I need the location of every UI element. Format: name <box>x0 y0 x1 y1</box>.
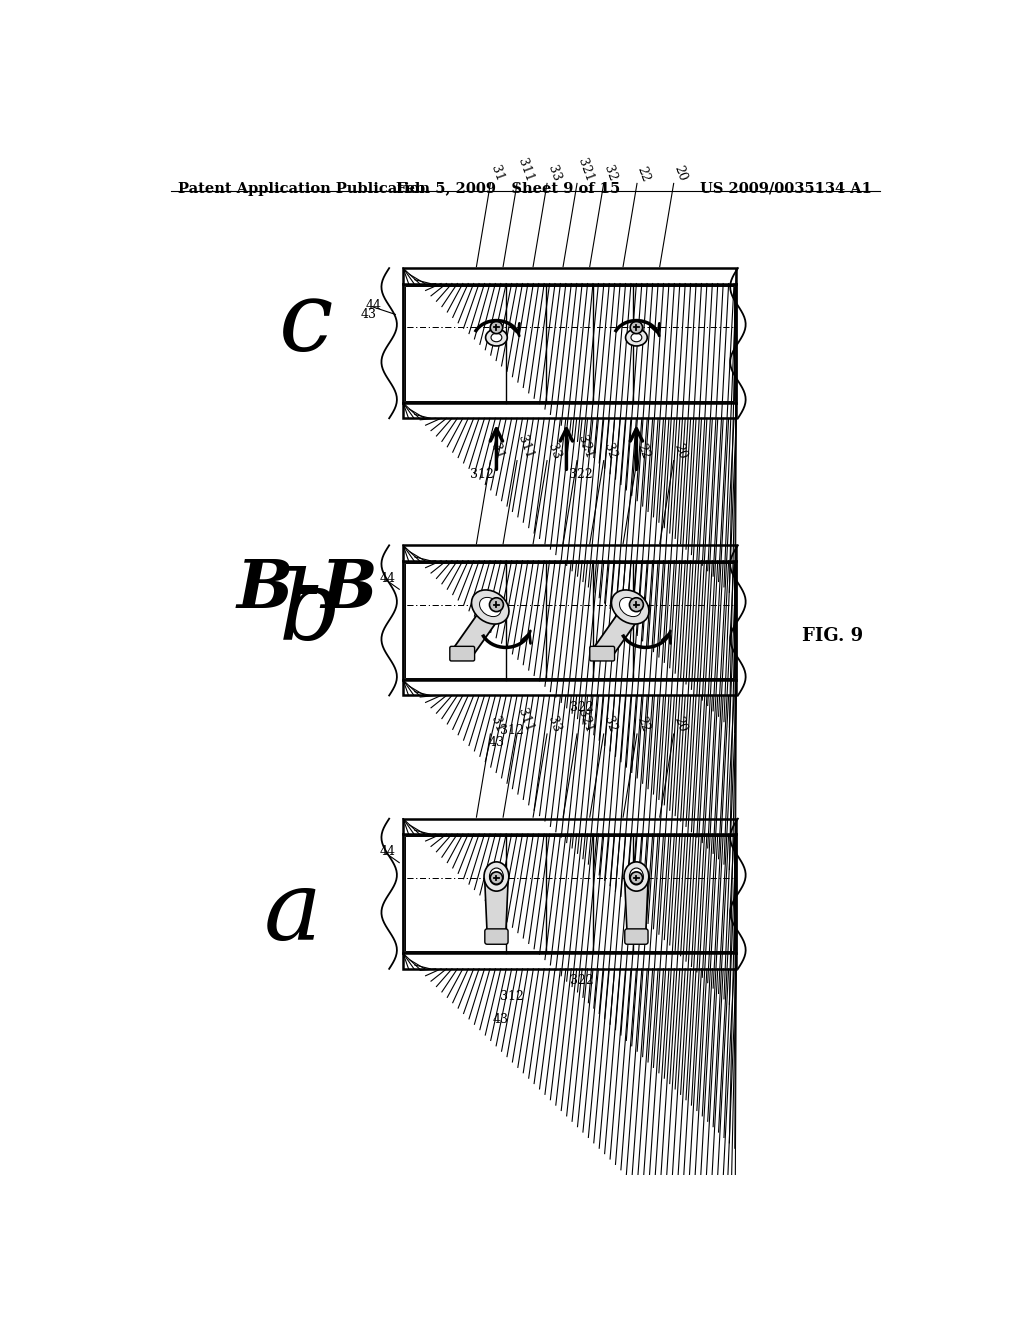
Text: 322: 322 <box>568 469 593 482</box>
Text: 22: 22 <box>635 164 652 183</box>
Text: 44: 44 <box>380 845 396 858</box>
Text: 311: 311 <box>515 708 536 734</box>
Text: 322: 322 <box>570 974 594 987</box>
Text: 321: 321 <box>574 157 595 183</box>
Polygon shape <box>484 882 508 935</box>
Text: 32: 32 <box>601 441 620 461</box>
Bar <box>403 545 736 561</box>
Text: 33: 33 <box>545 714 562 734</box>
Text: 44: 44 <box>380 572 396 585</box>
Bar <box>403 818 736 834</box>
Ellipse shape <box>492 333 502 342</box>
Text: 20: 20 <box>672 714 689 734</box>
Text: 321: 321 <box>574 708 595 734</box>
Bar <box>406 564 734 677</box>
Ellipse shape <box>624 862 649 891</box>
FancyBboxPatch shape <box>450 647 474 661</box>
Ellipse shape <box>631 333 642 342</box>
Text: 22: 22 <box>635 714 652 734</box>
Text: 43: 43 <box>360 309 377 321</box>
Ellipse shape <box>626 329 647 346</box>
Bar <box>403 403 736 418</box>
Text: 33: 33 <box>545 441 562 461</box>
Bar <box>406 837 734 952</box>
Text: 32: 32 <box>601 714 620 734</box>
Circle shape <box>630 321 643 334</box>
Bar <box>403 953 736 969</box>
Text: b: b <box>280 566 341 660</box>
Bar <box>403 561 736 680</box>
Text: 20: 20 <box>672 164 689 183</box>
Text: 43: 43 <box>493 1012 509 1026</box>
Ellipse shape <box>611 590 649 624</box>
Text: 22: 22 <box>635 441 652 461</box>
Ellipse shape <box>479 598 501 616</box>
Text: US 2009/0035134 A1: US 2009/0035134 A1 <box>700 182 872 195</box>
Bar <box>403 284 736 403</box>
Circle shape <box>630 598 643 611</box>
Circle shape <box>630 873 643 884</box>
Text: 43: 43 <box>488 735 505 748</box>
Ellipse shape <box>484 862 509 891</box>
Polygon shape <box>625 882 648 935</box>
FancyBboxPatch shape <box>484 929 508 944</box>
Text: 321: 321 <box>574 434 595 461</box>
Text: 31: 31 <box>488 714 506 734</box>
Bar <box>406 286 734 400</box>
Text: 20: 20 <box>672 441 689 461</box>
Circle shape <box>490 321 503 334</box>
Bar <box>403 834 736 953</box>
FancyBboxPatch shape <box>590 647 614 661</box>
Text: 32: 32 <box>601 164 620 183</box>
Text: Feb. 5, 2009   Sheet 9 of 15: Feb. 5, 2009 Sheet 9 of 15 <box>395 182 620 195</box>
Ellipse shape <box>489 869 504 884</box>
Ellipse shape <box>485 329 507 346</box>
Text: 311: 311 <box>515 434 536 461</box>
Text: B-B: B-B <box>237 557 378 622</box>
Polygon shape <box>594 602 642 659</box>
Text: 312: 312 <box>470 469 495 482</box>
Circle shape <box>489 598 504 611</box>
Text: 312: 312 <box>501 990 524 1003</box>
Circle shape <box>490 873 503 884</box>
Text: c: c <box>280 277 334 371</box>
Bar <box>403 268 736 284</box>
Bar <box>403 680 736 696</box>
Text: 44: 44 <box>366 300 382 312</box>
Text: 322: 322 <box>570 701 594 714</box>
FancyBboxPatch shape <box>625 929 648 944</box>
Text: 312: 312 <box>501 723 524 737</box>
Text: a: a <box>263 866 322 960</box>
Text: 31: 31 <box>488 441 506 461</box>
Text: 33: 33 <box>545 164 562 183</box>
Ellipse shape <box>471 590 509 624</box>
Ellipse shape <box>630 869 643 884</box>
Text: 311: 311 <box>515 157 536 183</box>
Ellipse shape <box>620 598 641 616</box>
Text: Patent Application Publication: Patent Application Publication <box>178 182 430 195</box>
Text: 31: 31 <box>488 164 506 183</box>
Polygon shape <box>454 602 503 659</box>
Text: FIG. 9: FIG. 9 <box>802 627 863 644</box>
